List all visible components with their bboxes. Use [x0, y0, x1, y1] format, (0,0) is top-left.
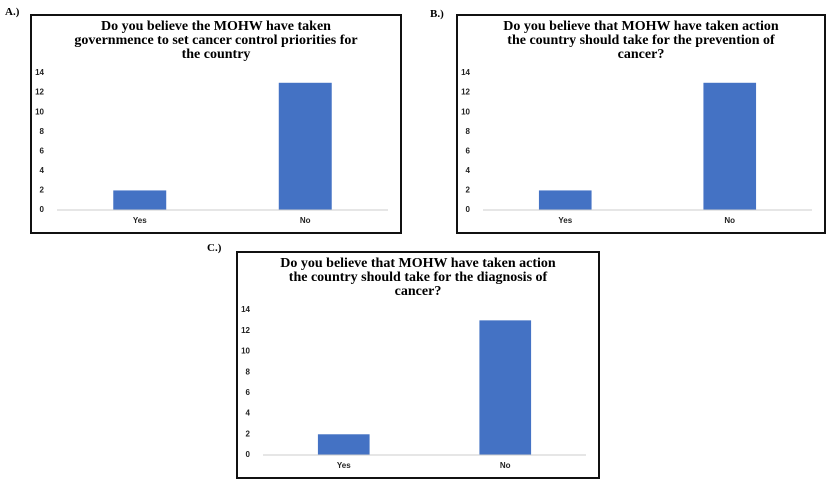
y-tick-label: 8: [466, 127, 471, 136]
bar: [278, 82, 332, 210]
bar: [317, 434, 370, 455]
y-tick-label: 2: [40, 186, 45, 195]
chart-title: Do you believe that MOHW have taken acti…: [280, 256, 556, 299]
y-tick-label: 0: [466, 205, 471, 214]
x-tick-label: No: [300, 216, 311, 225]
chart: 0 2 4 6 8 10 12 14 Yes No: [461, 68, 812, 225]
x-tick-label: No: [500, 461, 511, 470]
y-tick-label: 2: [466, 186, 471, 195]
y-tick-label: 4: [40, 166, 45, 175]
y-tick-label: 12: [241, 326, 250, 335]
y-tick-label: 14: [241, 305, 250, 314]
y-tick-label: 14: [35, 68, 44, 77]
chart: 0 2 4 6 8 10 12 14 Yes No: [241, 305, 586, 470]
y-tick-label: 12: [35, 88, 44, 97]
y-tick-label: 2: [246, 429, 251, 438]
x-tick-label: No: [724, 216, 735, 225]
y-tick-label: 10: [241, 347, 250, 356]
chart-title: Do you believe the MOHW have taken gover…: [74, 19, 358, 62]
y-tick-label: 10: [35, 107, 44, 116]
y-tick-label: 10: [461, 107, 470, 116]
y-tick-label: 6: [466, 146, 471, 155]
y-tick-label: 6: [246, 388, 251, 397]
x-tick-label: Yes: [558, 216, 572, 225]
x-tick-label: Yes: [133, 216, 147, 225]
bar: [703, 82, 757, 210]
bar: [538, 190, 592, 210]
y-tick-label: 12: [461, 88, 470, 97]
chart-panel: Do you believe that MOHW have taken acti…: [236, 251, 600, 479]
y-tick-label: 4: [246, 409, 251, 418]
y-tick-label: 6: [40, 146, 45, 155]
y-tick-label: 0: [40, 205, 45, 214]
chart: 0 2 4 6 8 10 12 14 Yes No: [35, 68, 388, 225]
bar: [113, 190, 167, 210]
panel-label: C.): [207, 242, 222, 254]
y-tick-label: 8: [40, 127, 45, 136]
panel-label: B.): [430, 8, 444, 20]
x-tick-label: Yes: [337, 461, 351, 470]
chart-panel: Do you believe that MOHW have taken acti…: [456, 14, 826, 234]
chart-title: Do you believe that MOHW have taken acti…: [503, 19, 779, 62]
y-tick-label: 8: [246, 367, 251, 376]
panel-label: A.): [5, 6, 20, 18]
y-tick-label: 14: [461, 68, 470, 77]
y-tick-label: 0: [246, 450, 251, 459]
y-tick-label: 4: [466, 166, 471, 175]
chart-panel: Do you believe the MOHW have taken gover…: [30, 14, 402, 234]
bar: [479, 320, 532, 455]
